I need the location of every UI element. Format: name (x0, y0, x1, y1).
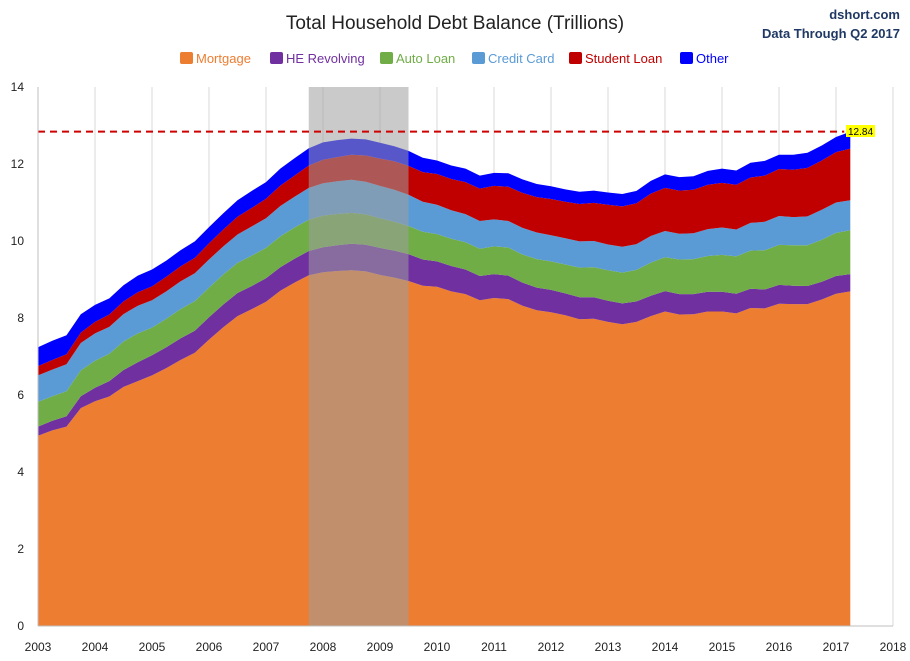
area-auto-loan (38, 212, 851, 427)
y-tick-10: 10 (11, 234, 25, 248)
stacked-areas (38, 131, 851, 626)
x-tick-2005: 2005 (139, 640, 166, 654)
x-tick-2017: 2017 (823, 640, 850, 654)
x-tick-2003: 2003 (25, 640, 52, 654)
legend-label-credit-card: Credit Card (488, 51, 554, 66)
latest-value-background (846, 125, 875, 137)
area-mortgage (38, 270, 851, 626)
legend-label-other: Other (696, 51, 729, 66)
legend-item-student-loan: Student Loan (569, 51, 662, 66)
chart-title: Total Household Debt Balance (Trillions) (286, 13, 624, 34)
area-other (38, 131, 851, 367)
x-tick-2011: 2011 (481, 640, 507, 654)
legend-label-auto-loan: Auto Loan (396, 51, 455, 66)
x-tick-2008: 2008 (310, 640, 337, 654)
y-tick-4: 4 (17, 465, 24, 479)
y-tick-14: 14 (11, 80, 25, 94)
x-tick-2013: 2013 (595, 640, 622, 654)
legend-item-other: Other (680, 51, 729, 66)
area-credit-card (38, 179, 851, 402)
legend-swatch-mortgage (180, 52, 193, 64)
x-tick-2006: 2006 (196, 640, 223, 654)
area-he-revolving (38, 243, 851, 436)
y-tick-8: 8 (17, 311, 24, 325)
axes (37, 87, 893, 627)
data-through-label: Data Through Q2 2017 (762, 26, 900, 41)
legend-item-he-revolving: HE Revolving (270, 51, 365, 66)
legend-item-auto-loan: Auto Loan (380, 51, 455, 66)
y-tick-2: 2 (17, 542, 24, 556)
legend-label-student-loan: Student Loan (585, 51, 662, 66)
y-tick-12: 12 (11, 157, 25, 171)
legend-item-mortgage: Mortgage (180, 51, 251, 66)
latest-value-flag: 12.84 (846, 125, 875, 138)
legend: Mortgage HE Revolving Auto Loan Credit Card… (180, 51, 729, 66)
legend-label-he-revolving: HE Revolving (286, 51, 365, 66)
x-tick-2009: 2009 (367, 640, 394, 654)
x-tick-2010: 2010 (424, 640, 451, 654)
legend-swatch-other (680, 52, 693, 64)
x-tick-2012: 2012 (538, 640, 565, 654)
legend-swatch-he-revolving (270, 52, 283, 64)
recession-band (308, 87, 409, 626)
legend-item-credit-card: Credit Card (472, 51, 554, 66)
source-label: dshort.com (829, 7, 900, 22)
legend-swatch-student-loan (569, 52, 582, 64)
legend-label-mortgage: Mortgage (196, 51, 251, 66)
x-tick-2016: 2016 (766, 640, 793, 654)
legend-swatch-credit-card (472, 52, 485, 64)
x-tick-2007: 2007 (253, 640, 280, 654)
legend-swatch-auto-loan (380, 52, 393, 64)
x-tick-2004: 2004 (82, 640, 109, 654)
y-tick-0: 0 (17, 619, 24, 633)
x-tick-2018: 2018 (880, 640, 907, 654)
y-tick-6: 6 (17, 388, 24, 402)
tick-labels: 0 2 4 6 8 10 12 14 2003 2004 2005 2006 2007 2008 2009 2… (11, 80, 907, 654)
x-tick-2015: 2015 (709, 640, 736, 654)
latest-value-label: 12.84 (848, 127, 873, 138)
area-student-loan (38, 148, 851, 376)
x-tick-2014: 2014 (652, 640, 679, 654)
